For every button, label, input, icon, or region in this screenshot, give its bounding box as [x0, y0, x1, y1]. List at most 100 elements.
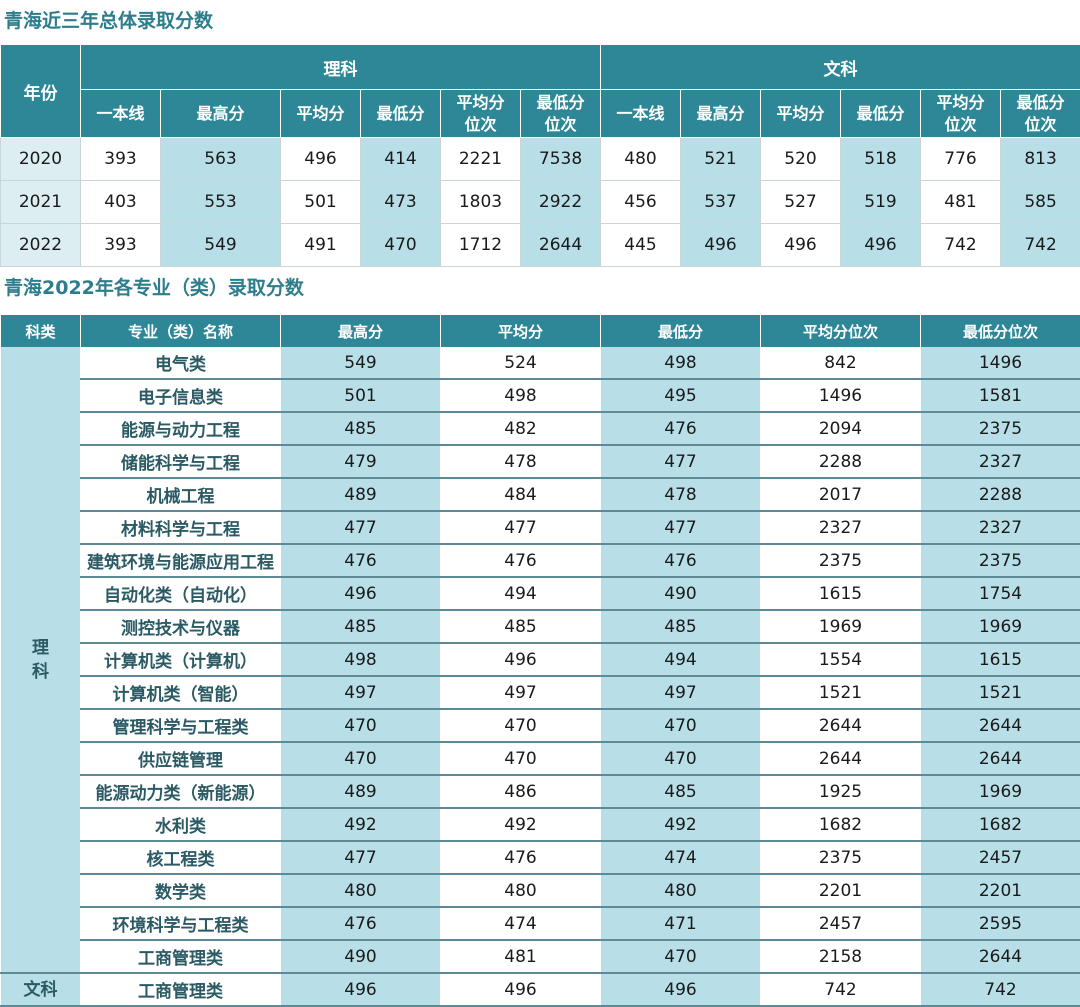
score-cell: 2595: [921, 907, 1080, 940]
score-cell: 496: [441, 643, 601, 676]
column-header: 平均分位次: [761, 315, 921, 347]
score-cell: 476: [601, 412, 761, 445]
header-row: 一本线最高分平均分最低分平均分位次最低分位次一本线最高分平均分最低分平均分位次最…: [1, 90, 1080, 138]
score-cell: 496: [681, 224, 761, 267]
column-header-line: 最低分: [1017, 93, 1065, 112]
major-name-cell: 机械工程: [81, 478, 281, 511]
major-name-cell: 水利类: [81, 808, 281, 841]
column-header-line: 平均分: [296, 104, 344, 123]
score-cell: 2922: [521, 181, 601, 224]
score-cell: 477: [601, 445, 761, 478]
major-name-cell: 计算机类（计算机）: [81, 643, 281, 676]
overall-scores-table: 年份理科文科一本线最高分平均分最低分平均分位次最低分位次一本线最高分平均分最低分…: [0, 44, 1080, 267]
score-cell: 496: [761, 224, 841, 267]
score-cell: 496: [281, 138, 361, 181]
score-cell: 742: [761, 973, 921, 1006]
column-header: 一本线: [601, 90, 681, 138]
score-cell: 477: [601, 511, 761, 544]
major-name-cell: 工商管理类: [81, 973, 281, 1006]
score-cell: 527: [761, 181, 841, 224]
score-cell: 496: [441, 973, 601, 1006]
score-cell: 496: [281, 973, 441, 1006]
score-cell: 445: [601, 224, 681, 267]
major-name-cell: 电子信息类: [81, 379, 281, 412]
score-cell: 2644: [761, 709, 921, 742]
column-header: 平均分位次: [441, 90, 521, 138]
column-header: 最低分位次: [1001, 90, 1080, 138]
major-name-cell: 储能科学与工程: [81, 445, 281, 478]
major-name-cell: 管理科学与工程类: [81, 709, 281, 742]
score-cell: 2094: [761, 412, 921, 445]
column-header-line: 平均分: [456, 93, 504, 112]
major-name-cell: 能源动力类（新能源）: [81, 775, 281, 808]
score-cell: 1754: [921, 577, 1080, 610]
score-cell: 485: [441, 610, 601, 643]
column-header: 最高分: [161, 90, 281, 138]
score-cell: 2327: [761, 511, 921, 544]
score-cell: 2644: [761, 742, 921, 775]
score-cell: 537: [681, 181, 761, 224]
column-header-line: 最高分: [697, 104, 745, 123]
major-name-cell: 核工程类: [81, 841, 281, 874]
column-header-line: 一本线: [617, 104, 665, 123]
column-header-line: 最低分: [537, 93, 585, 112]
score-cell: 1615: [921, 643, 1080, 676]
score-cell: 470: [441, 742, 601, 775]
score-cell: 474: [601, 841, 761, 874]
score-cell: 414: [361, 138, 441, 181]
score-cell: 1496: [921, 347, 1080, 379]
score-cell: 485: [601, 610, 761, 643]
column-header: 平均分: [761, 90, 841, 138]
section2-title: 青海2022年各专业（类）录取分数: [4, 271, 304, 305]
score-cell: 495: [601, 379, 761, 412]
score-cell: 482: [441, 412, 601, 445]
score-cell: 478: [601, 478, 761, 511]
column-header: 一本线: [81, 90, 161, 138]
score-cell: 476: [281, 907, 441, 940]
score-cell: 470: [361, 224, 441, 267]
score-cell: 1969: [921, 610, 1080, 643]
score-cell: 1581: [921, 379, 1080, 412]
score-cell: 2221: [441, 138, 521, 181]
score-cell: 520: [761, 138, 841, 181]
score-cell: 479: [281, 445, 441, 478]
score-cell: 489: [281, 478, 441, 511]
score-cell: 498: [281, 643, 441, 676]
score-cell: 473: [361, 181, 441, 224]
score-cell: 1521: [761, 676, 921, 709]
score-cell: 1682: [921, 808, 1080, 841]
year-header: 年份: [1, 45, 81, 138]
score-cell: 477: [281, 841, 441, 874]
column-header: 最低分位次: [521, 90, 601, 138]
score-cell: 494: [441, 577, 601, 610]
major-name-cell: 工商管理类: [81, 940, 281, 973]
score-cell: 478: [441, 445, 601, 478]
major-name-cell: 电气类: [81, 347, 281, 379]
score-cell: 480: [601, 138, 681, 181]
column-header-line: 一本线: [96, 104, 144, 123]
score-cell: 470: [601, 742, 761, 775]
score-cell: 2644: [921, 709, 1080, 742]
category-cell: 理科: [1, 347, 81, 973]
column-header-line: 最低分: [857, 104, 905, 123]
major-name-cell: 测控技术与仪器: [81, 610, 281, 643]
major-name-cell: 建筑环境与能源应用工程: [81, 544, 281, 577]
category-cell: 文科: [1, 973, 81, 1006]
score-cell: 2288: [761, 445, 921, 478]
score-cell: 1521: [921, 676, 1080, 709]
score-cell: 470: [281, 709, 441, 742]
score-cell: 813: [1001, 138, 1080, 181]
column-header: 专业（类）名称: [81, 315, 281, 347]
score-cell: 1615: [761, 577, 921, 610]
score-cell: 477: [281, 511, 441, 544]
score-cell: 1554: [761, 643, 921, 676]
category-char: 文科: [24, 980, 58, 1000]
score-cell: 1803: [441, 181, 521, 224]
